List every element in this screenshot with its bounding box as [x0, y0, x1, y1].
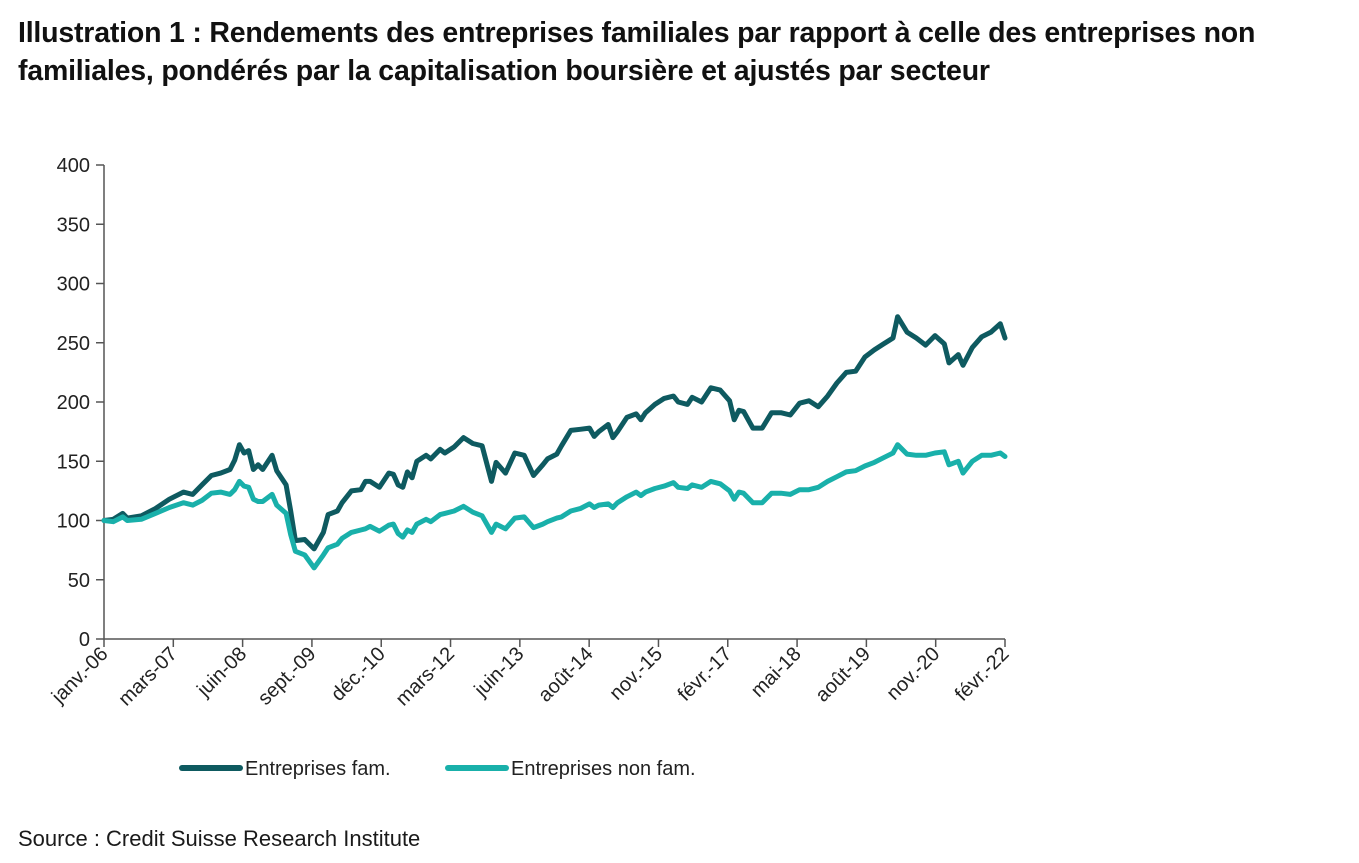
y-tick-label: 150	[57, 451, 90, 473]
series-layer	[101, 314, 1008, 571]
y-tick-label: 0	[79, 629, 90, 651]
x-tick-label: févr.-22	[951, 643, 1014, 706]
x-tick-label: juin-13	[470, 643, 529, 702]
x-tick-label: déc.-10	[327, 643, 390, 706]
source-note: Source : Credit Suisse Research Institut…	[18, 826, 421, 851]
legend: Entreprises fam. Entreprises non fam.	[179, 758, 696, 780]
y-tick-label: 50	[68, 570, 90, 592]
y-tick-label: 400	[57, 155, 90, 177]
x-tick-label: mars-12	[392, 643, 459, 710]
x-tick-label: août-19	[811, 643, 875, 707]
x-tick-label: août-14	[534, 643, 598, 707]
legend-label-1: Entreprises fam.	[245, 758, 391, 780]
x-tick-label: nov.-15	[605, 643, 667, 705]
x-tick-label: mars-07	[114, 643, 181, 710]
x-tick-label: janv.-06	[47, 643, 113, 709]
y-tick-label: 250	[57, 333, 90, 355]
x-tick-label: juin-08	[192, 643, 251, 702]
y-tick-label: 350	[57, 214, 90, 236]
x-tick-label: févr.-17	[674, 643, 737, 706]
series-line-2	[101, 442, 1008, 571]
chart-title: Illustration 1 : Rendements des entrepri…	[18, 17, 1256, 87]
x-tick-label: nov.-20	[883, 643, 945, 705]
y-tick-label: 200	[57, 392, 90, 414]
legend-label-2: Entreprises non fam.	[511, 758, 696, 780]
y-tick-label: 300	[57, 274, 90, 296]
x-tick-label: sept.-09	[254, 643, 321, 710]
y-tick-label: 100	[57, 511, 90, 533]
x-tick-label: mai-18	[747, 643, 806, 702]
series-line-1	[101, 314, 1008, 552]
